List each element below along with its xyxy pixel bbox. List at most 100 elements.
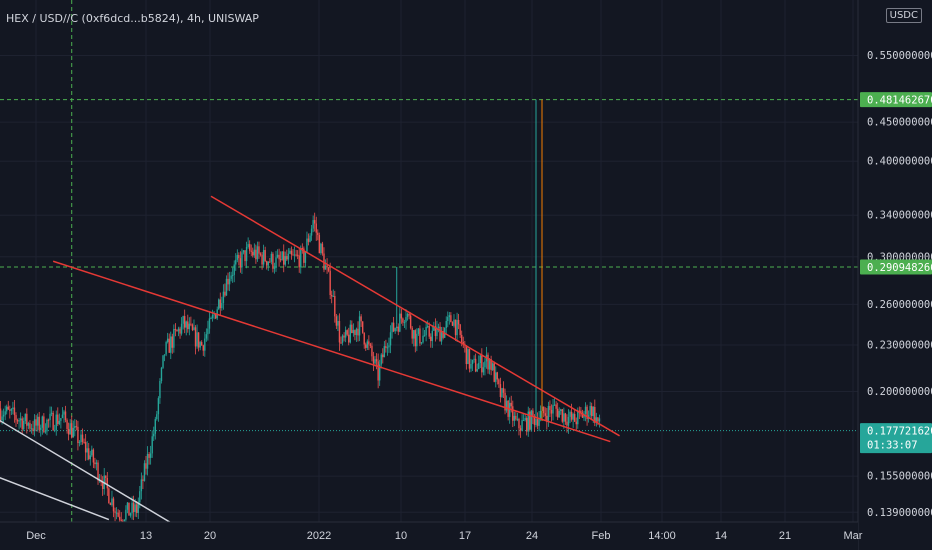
trendline-white xyxy=(0,477,110,521)
candle-body xyxy=(553,404,556,406)
candle-body xyxy=(428,326,430,337)
candle-body xyxy=(560,409,562,412)
candle-body xyxy=(281,251,283,260)
candle-body xyxy=(88,448,90,460)
candle-body xyxy=(317,232,319,236)
candle-body xyxy=(522,419,525,421)
candle-body xyxy=(157,398,160,415)
candle-body xyxy=(278,254,280,260)
candle-body xyxy=(586,406,588,420)
candle-body xyxy=(558,411,560,418)
candle-body xyxy=(128,502,130,516)
candle-body xyxy=(352,330,355,334)
candle-body xyxy=(30,428,33,430)
candle-body xyxy=(84,442,87,453)
candle-body xyxy=(456,319,458,336)
candle-body xyxy=(194,327,197,347)
price-tag xyxy=(860,423,932,454)
price-axis-background xyxy=(858,0,932,550)
candle-body xyxy=(142,479,144,481)
candle-body xyxy=(238,255,240,259)
candle-body xyxy=(162,355,164,368)
candle-body xyxy=(222,291,225,304)
candle-body xyxy=(114,511,116,513)
candle-body xyxy=(193,327,195,331)
candle-body xyxy=(495,372,497,382)
candle-body xyxy=(556,408,559,418)
candle-body xyxy=(210,318,212,320)
candle-body xyxy=(211,315,214,319)
candle-body xyxy=(187,321,189,330)
candle-body xyxy=(221,303,223,309)
candle-body xyxy=(416,333,418,347)
candle-body xyxy=(518,418,520,429)
candle-body xyxy=(389,332,392,346)
candle-body xyxy=(91,449,93,456)
candle-body xyxy=(563,413,565,422)
candle-body xyxy=(331,295,333,297)
candle-body xyxy=(513,415,516,421)
candle-body xyxy=(171,336,174,348)
candle-body xyxy=(535,419,537,425)
symbol-legend[interactable]: HEX / USD//C (0xf6dcd...b5824), 4h, UNIS… xyxy=(6,12,259,25)
candle-body xyxy=(334,295,336,317)
candle-body xyxy=(434,326,437,336)
candle-body xyxy=(479,355,481,363)
candle-body xyxy=(481,355,483,373)
candle-body xyxy=(549,406,551,410)
candle-body xyxy=(430,336,432,342)
candle-body xyxy=(530,410,533,430)
candle-body xyxy=(575,421,577,425)
candle-body xyxy=(433,326,435,331)
time-axis-background xyxy=(0,522,858,550)
candle-body xyxy=(298,255,300,268)
candle-body xyxy=(125,509,127,520)
candle-body xyxy=(454,319,457,336)
candle-body xyxy=(67,428,70,435)
candle-body xyxy=(539,410,542,419)
time-tick-label: Dec xyxy=(26,530,46,542)
candle-body xyxy=(284,256,286,265)
candle-body xyxy=(89,455,91,460)
trendline-white xyxy=(0,419,175,526)
candle-body xyxy=(440,331,443,342)
candle-body xyxy=(358,316,361,336)
candle-body xyxy=(306,238,308,252)
candle-body xyxy=(536,419,539,426)
candle-body xyxy=(380,354,382,365)
candle-body xyxy=(360,316,362,322)
candle-body xyxy=(183,316,186,328)
candle-body xyxy=(329,270,331,296)
candle-body xyxy=(326,265,328,268)
candle-body xyxy=(365,344,367,348)
candle-body xyxy=(6,406,8,412)
candle-body xyxy=(53,429,56,431)
candle-body xyxy=(309,235,311,242)
candle-body xyxy=(55,414,57,430)
candle-body xyxy=(231,274,234,276)
candle-body xyxy=(168,338,170,353)
time-tick-label: 14 xyxy=(715,530,727,542)
candle-body xyxy=(355,328,358,335)
candle-body xyxy=(290,250,293,255)
candle-body xyxy=(349,324,351,343)
candle-body xyxy=(598,418,601,422)
candle-body xyxy=(46,419,48,432)
candle-body xyxy=(348,334,350,343)
candle-body xyxy=(279,259,282,261)
candle-body xyxy=(529,411,531,430)
candle-body xyxy=(159,380,161,399)
candle-body xyxy=(283,251,285,265)
candle-body xyxy=(594,406,596,423)
candle-body xyxy=(235,259,237,265)
candle-body xyxy=(552,405,554,414)
candle-body xyxy=(547,406,550,422)
candle-body xyxy=(366,341,369,348)
candle-body xyxy=(173,328,175,348)
candle-body xyxy=(396,326,398,329)
candle-body xyxy=(544,413,546,416)
time-tick-label: 21 xyxy=(779,530,791,542)
candle-body xyxy=(526,418,528,432)
currency-button[interactable]: USDC xyxy=(885,8,922,23)
